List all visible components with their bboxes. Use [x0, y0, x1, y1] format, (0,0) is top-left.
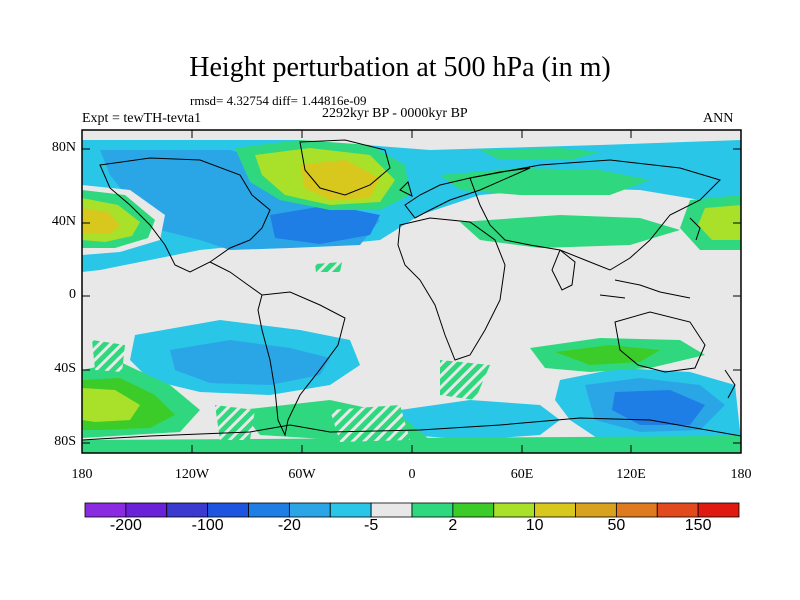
contour-field [82, 130, 741, 453]
plot-title: Height perturbation at 500 hPa (in m) [189, 52, 611, 83]
colorbar-swatch-7 [370, 502, 413, 518]
colorbar-swatch-1 [125, 502, 168, 518]
coastlines [82, 139, 741, 441]
colorbar-swatch-9 [452, 502, 495, 518]
lon-label-180w: 180 [71, 467, 93, 482]
hatch-patch-3 [440, 360, 490, 400]
stats-text: rmsd= 4.32754 diff= 1.44816e-09 [190, 93, 367, 108]
colorbar-label-6: 50 [607, 517, 626, 534]
hatch-patch-1 [92, 340, 125, 372]
sh-negative-atlantic [400, 400, 560, 440]
antarctic-positive [82, 436, 741, 453]
lon-label-120w: 120W [174, 467, 210, 482]
colorbar-label-3: -5 [364, 517, 379, 534]
asia-positive-streak [460, 215, 680, 248]
west-positive-orange [82, 208, 120, 234]
hatch-patch-5 [315, 262, 342, 272]
colorbar-label-5: 10 [525, 517, 544, 534]
lon-label-0: 0 [408, 467, 416, 482]
colorbar [84, 502, 740, 518]
colorbar-swatch-8 [411, 502, 454, 518]
colorbar-swatch-5 [288, 502, 331, 518]
hatch-patch-2 [215, 405, 255, 440]
hatch-patch-4 [330, 405, 410, 442]
atlantic-negative-core [270, 205, 380, 244]
lon-label-180e: 180 [730, 467, 752, 482]
colorbar-swatch-15 [697, 502, 740, 518]
lat-label-40n: 40N [51, 214, 76, 229]
season-label: ANN [703, 111, 734, 126]
lat-label-80n: 80N [51, 140, 76, 155]
colorbar-swatch-11 [534, 502, 576, 518]
colorbar-label-4: 2 [448, 517, 458, 534]
colorbar-label-1: -100 [191, 517, 224, 534]
colorbar-swatch-3 [207, 502, 249, 518]
lat-label-0: 0 [69, 287, 76, 302]
sh-positive-west-yellow [82, 388, 140, 422]
colorbar-swatch-14 [656, 502, 699, 518]
colorbar-swatch-6 [329, 502, 372, 518]
lat-label-40s: 40S [54, 361, 76, 376]
lon-label-60w: 60W [288, 467, 316, 482]
colorbar-swatch-4 [248, 502, 290, 518]
colorbar-swatch-13 [615, 502, 658, 518]
colorbar-swatch-10 [493, 502, 536, 518]
lon-ticks [191, 130, 632, 453]
lon-label-60e: 60E [510, 467, 534, 482]
colorbar-label-2: -20 [277, 517, 301, 534]
east-positive-yellow [698, 205, 741, 240]
colorbar-swatch-2 [166, 502, 209, 518]
colorbar-swatch-12 [575, 502, 617, 518]
experiment-label: Expt = tewTH-tevta1 [82, 111, 202, 126]
period-text: 2292kyr BP - 0000kyr BP [322, 106, 468, 121]
lat-ticks [82, 148, 741, 444]
eurasia-positive-streak [440, 168, 650, 195]
sh-negative-indian-core [612, 390, 705, 425]
colorbar-label-0: -200 [109, 517, 142, 534]
colorbar-label-7: 150 [684, 517, 712, 534]
lon-label-120e: 120E [616, 467, 646, 482]
colorbar-swatch-0 [84, 502, 127, 518]
greenland-positive-orange [300, 160, 380, 200]
lat-label-80s: 80S [54, 434, 76, 449]
